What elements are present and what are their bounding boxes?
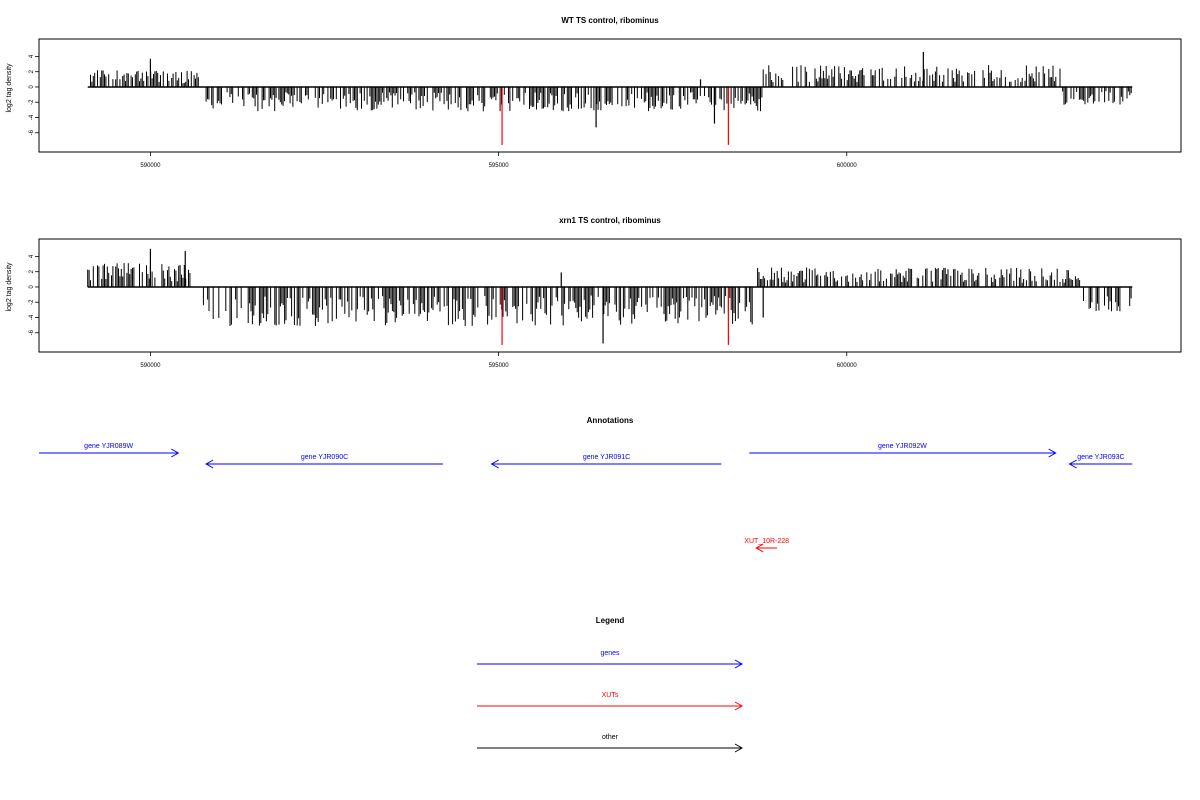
legend-item: XUTs bbox=[477, 692, 744, 711]
annotation-feature[interactable]: gene YJR093C bbox=[1068, 454, 1133, 469]
panel-title: xrn1 TS control, ribominus bbox=[559, 216, 661, 225]
legend-label: genes bbox=[600, 650, 620, 657]
wt-coverage-panel: WT TS control, ribominus log2 tag densit… bbox=[6, 16, 1182, 169]
arrowhead bbox=[734, 659, 744, 669]
peak-bars bbox=[149, 248, 764, 345]
arrowhead bbox=[734, 701, 744, 711]
x-axis: 590000 595000 600000 bbox=[140, 352, 857, 369]
feature-label: gene YJR091C bbox=[583, 454, 630, 461]
legend-item: other bbox=[477, 734, 744, 753]
y-tick-label: 4 bbox=[29, 254, 35, 258]
arrowhead bbox=[1048, 448, 1057, 458]
y-tick-label: 4 bbox=[29, 54, 35, 58]
arrowhead bbox=[734, 743, 744, 753]
y-axis-label: log2 tag density bbox=[6, 63, 13, 113]
xrn1-coverage-panel: xrn1 TS control, ribominus log2 tag dens… bbox=[6, 216, 1182, 369]
y-tick-label: -4 bbox=[29, 314, 35, 320]
y-tick-label: -6 bbox=[29, 329, 35, 335]
annotation-feature[interactable]: gene YJR091C bbox=[490, 454, 722, 469]
y-axis: 4 2 0 -2 -4 -6 bbox=[29, 254, 39, 335]
arrowhead bbox=[1068, 459, 1077, 469]
arrowhead bbox=[171, 448, 180, 458]
x-tick-label: 600000 bbox=[837, 363, 858, 369]
legend-items: genes XUTs other bbox=[477, 650, 744, 753]
feature-label: gene YJR093C bbox=[1077, 454, 1124, 461]
feature-label: XUT_10R-228 bbox=[744, 538, 789, 545]
feature-label: gene YJR090C bbox=[301, 454, 348, 461]
annotation-features: gene YJR089W gene YJR090C gene YJR091C gene… bbox=[39, 443, 1133, 553]
legend: Legend genes XUTs other bbox=[477, 616, 744, 753]
y-axis: 4 2 0 -2 -4 -6 bbox=[29, 54, 39, 135]
y-tick-label: -4 bbox=[29, 114, 35, 120]
coverage-bars bbox=[90, 65, 1132, 112]
y-axis-label: log2 tag density bbox=[6, 262, 13, 312]
annotation-feature[interactable]: XUT_10R-228 bbox=[744, 538, 789, 553]
legend-title: Legend bbox=[596, 616, 625, 625]
x-tick-label: 590000 bbox=[140, 163, 161, 169]
legend-label: XUTs bbox=[602, 692, 619, 699]
peak-bars bbox=[149, 51, 924, 145]
y-tick-label: -2 bbox=[29, 99, 35, 105]
arrowhead bbox=[490, 459, 499, 469]
arrowhead bbox=[205, 459, 214, 469]
y-tick-label: 2 bbox=[29, 269, 35, 273]
annotations-title: Annotations bbox=[587, 416, 634, 425]
x-tick-label: 595000 bbox=[489, 163, 510, 169]
feature-label: gene YJR089W bbox=[84, 443, 133, 450]
y-tick-label: 0 bbox=[29, 85, 35, 89]
plot-frame bbox=[38, 38, 1182, 153]
x-axis: 590000 595000 600000 bbox=[140, 152, 857, 169]
x-tick-label: 600000 bbox=[837, 163, 858, 169]
y-tick-label: 2 bbox=[29, 69, 35, 73]
annotation-feature[interactable]: gene YJR092W bbox=[749, 443, 1057, 458]
arrowhead bbox=[755, 543, 764, 553]
annotation-feature[interactable]: gene YJR089W bbox=[39, 443, 180, 458]
legend-label: other bbox=[602, 734, 619, 741]
coverage-bars bbox=[87, 263, 1132, 326]
legend-item: genes bbox=[477, 650, 744, 669]
feature-label: gene YJR092W bbox=[878, 443, 927, 450]
panel-title: WT TS control, ribominus bbox=[561, 16, 659, 25]
x-tick-label: 590000 bbox=[140, 363, 161, 369]
x-tick-label: 595000 bbox=[489, 363, 510, 369]
plot-frame bbox=[38, 238, 1182, 353]
y-tick-label: -2 bbox=[29, 299, 35, 305]
annotation-feature[interactable]: gene YJR090C bbox=[205, 454, 443, 469]
y-tick-label: 0 bbox=[29, 285, 35, 289]
y-tick-label: -6 bbox=[29, 129, 35, 135]
